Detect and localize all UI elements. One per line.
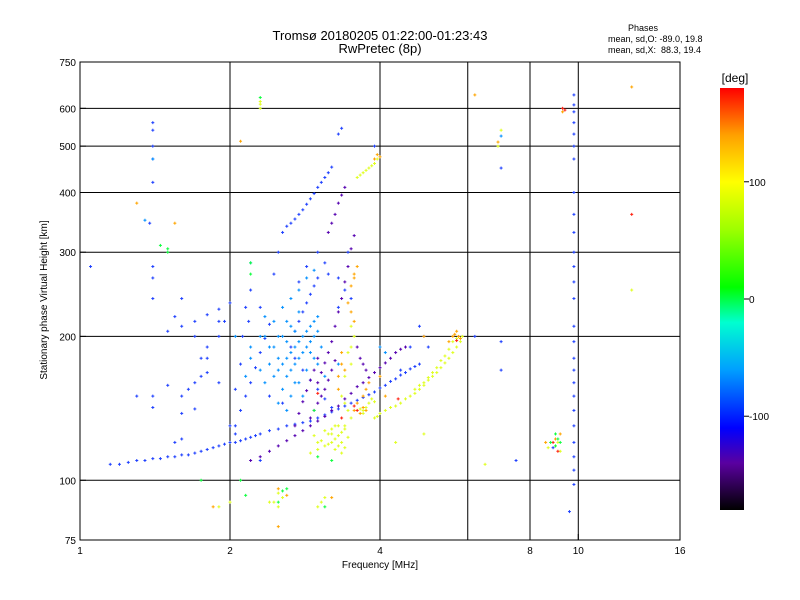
phase-info-o: mean, sd,O: -89.0, 19.8 (608, 34, 703, 44)
colorbar-ticks: 100 0 -100 (744, 178, 769, 423)
y-axis-label: Stationary phase Virtual Height [km] (39, 220, 50, 380)
y-tick-label: 400 (59, 188, 76, 199)
x-tick-label: 2 (227, 546, 233, 557)
x-tick-label: 1 (77, 546, 83, 557)
colorbar (720, 88, 744, 510)
x-tick-label: 4 (377, 546, 383, 557)
y-tick-label: 750 (59, 58, 76, 69)
y-tick-label: 100 (59, 476, 76, 487)
y-tick-label: 200 (59, 332, 76, 343)
chart-subtitle: RwPretec (8p) (338, 41, 421, 56)
x-axis: 1 2 4 8 10 16 (77, 534, 686, 557)
colorbar-label: [deg] (722, 71, 749, 85)
y-tick-label: 600 (59, 104, 76, 115)
x-tick-label: 16 (674, 546, 686, 557)
x-tick-label: 10 (573, 546, 585, 557)
colorbar-tick-label: -100 (749, 412, 769, 423)
plot-grid (80, 62, 680, 540)
y-axis: 75 100 200 300 400 500 600 750 (59, 58, 86, 547)
colorbar-tick-label: 100 (749, 178, 766, 189)
y-tick-label: 75 (65, 536, 77, 547)
colorbar-tick-label: 0 (749, 295, 755, 306)
x-axis-label: Frequency [MHz] (342, 560, 418, 571)
y-tick-label: 300 (59, 248, 76, 259)
x-tick-label: 8 (527, 546, 533, 557)
plot-points (89, 85, 634, 529)
chart-title: Tromsø 20180205 01:22:00-01:23:43 (273, 28, 488, 43)
y-tick-label: 500 (59, 142, 76, 153)
phase-info-title: Phases (628, 23, 659, 33)
phase-info-x: mean, sd,X: 88.3, 19.4 (608, 45, 701, 55)
